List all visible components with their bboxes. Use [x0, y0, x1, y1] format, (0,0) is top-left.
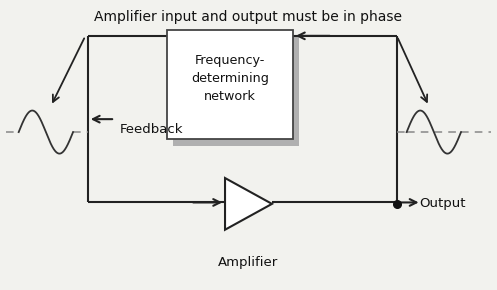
- FancyBboxPatch shape: [173, 37, 299, 146]
- Text: Frequency-
determining
network: Frequency- determining network: [191, 55, 269, 104]
- FancyBboxPatch shape: [167, 30, 293, 139]
- Text: Output: Output: [419, 197, 466, 210]
- Polygon shape: [225, 178, 272, 230]
- Text: Amplifier input and output must be in phase: Amplifier input and output must be in ph…: [94, 10, 403, 24]
- Text: Amplifier: Amplifier: [218, 255, 279, 269]
- Text: Feedback: Feedback: [120, 123, 183, 136]
